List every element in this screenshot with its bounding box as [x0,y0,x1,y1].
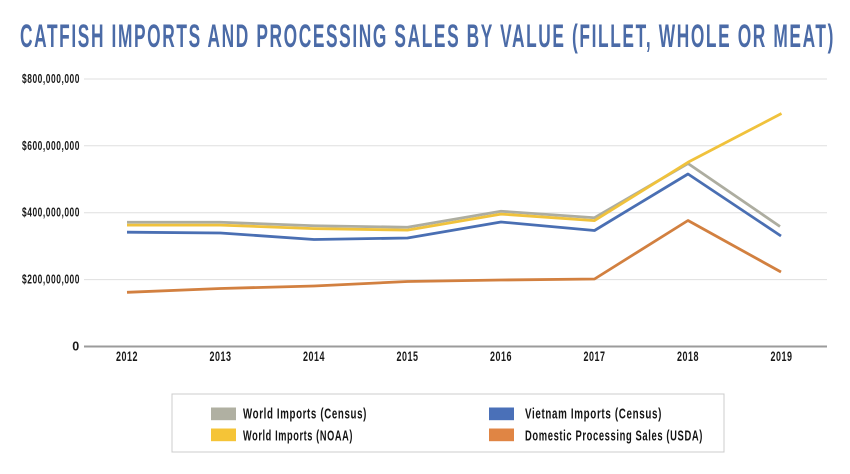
svg-text:World Imports (NOAA): World Imports (NOAA) [243,428,353,445]
svg-text:2014: 2014 [303,349,325,364]
svg-text:$600,000,000: $600,000,000 [22,139,80,153]
svg-text:World Imports (Census): World Imports (Census) [243,406,367,423]
svg-text:2017: 2017 [584,349,606,364]
svg-text:2019: 2019 [771,349,793,364]
svg-text:$200,000,000: $200,000,000 [22,273,80,287]
svg-text:2013: 2013 [210,349,232,364]
svg-text:$800,000,000: $800,000,000 [22,72,80,86]
svg-text:0: 0 [72,340,80,354]
svg-text:2015: 2015 [397,349,419,364]
svg-text:2012: 2012 [116,349,138,364]
svg-text:2018: 2018 [677,349,699,364]
svg-text:Vietnam Imports (Census): Vietnam Imports (Census) [525,406,662,423]
svg-text:Domestic Processing Sales (USD: Domestic Processing Sales (USDA) [525,428,703,445]
svg-text:$400,000,000: $400,000,000 [22,206,80,220]
svg-text:CATFISH IMPORTS AND PROCESSING: CATFISH IMPORTS AND PROCESSING SALES BY … [20,18,835,54]
svg-text:2016: 2016 [490,349,512,364]
